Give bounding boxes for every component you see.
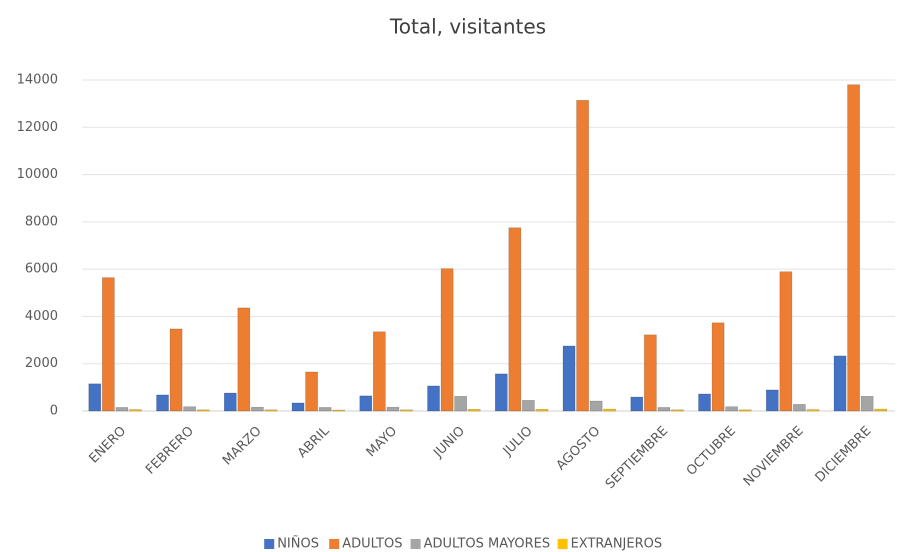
bar (318, 407, 332, 412)
legend-item: NIÑOS (264, 536, 319, 552)
bar (589, 400, 603, 412)
bar (765, 389, 779, 412)
y-tick-label: 2000 (25, 356, 58, 371)
bar (373, 331, 386, 412)
bar (603, 408, 617, 412)
bar (738, 409, 752, 412)
bar (237, 307, 251, 412)
bar (467, 409, 481, 412)
bar (806, 409, 820, 412)
legend-item: EXTRANJEROS (557, 537, 663, 552)
bar (223, 392, 237, 412)
legend-swatch (264, 539, 275, 549)
bar (793, 404, 806, 412)
x-tick-label: OCTUBRE (684, 424, 739, 479)
y-tick-label: 0 (50, 404, 58, 419)
x-tick-label: MAYO (364, 424, 400, 460)
bar (833, 355, 847, 412)
legend-swatch (410, 539, 421, 549)
bar (359, 395, 373, 412)
bar (196, 409, 210, 412)
y-tick-label: 8000 (25, 214, 58, 229)
bar (102, 277, 115, 412)
bar (779, 271, 793, 412)
bar (400, 409, 413, 412)
x-tick-label: FEBRERO (143, 424, 197, 478)
bar (156, 394, 169, 412)
bar (183, 406, 196, 412)
bar (522, 400, 535, 412)
bar (332, 409, 346, 412)
x-tick-label: AGOSTO (554, 424, 604, 474)
bar (129, 409, 142, 412)
bar (562, 345, 576, 412)
legend-swatch (557, 539, 568, 549)
bar (576, 100, 589, 412)
legend-label: ADULTOS MAYORES (424, 537, 550, 552)
bar (644, 334, 657, 412)
x-tick-label: ENERO (86, 424, 129, 467)
bar (698, 393, 711, 412)
legend-label: EXTRANJEROS (571, 537, 663, 552)
y-tick-label: 10000 (17, 167, 58, 182)
y-tick-label: 14000 (17, 73, 58, 88)
bar (630, 396, 644, 412)
chart-title: Total, visitantes (389, 15, 546, 39)
bar (508, 227, 522, 412)
x-tick-label: JULIO (500, 424, 536, 460)
bar (305, 371, 318, 412)
x-tick-label: JUNIO (430, 424, 468, 462)
bar (291, 402, 305, 412)
x-tick-label: NOVIEMBRE (741, 424, 807, 490)
bar (671, 409, 684, 412)
y-tick-label: 4000 (25, 309, 58, 324)
bar (251, 406, 264, 412)
x-tick-label: SEPTIEMBRE (603, 424, 671, 492)
bar (874, 408, 888, 412)
legend-swatch (329, 539, 340, 549)
bar (169, 328, 183, 412)
legend-label: NIÑOS (277, 536, 319, 552)
x-tick-label: DICIEMBRE (813, 424, 875, 486)
y-tick-label: 12000 (17, 120, 58, 135)
bar (454, 396, 467, 412)
bar (386, 406, 400, 412)
bar (535, 409, 549, 412)
bar (264, 409, 278, 412)
bar (88, 383, 102, 412)
bar (494, 373, 508, 412)
bar (657, 407, 671, 412)
bar (847, 84, 860, 412)
legend-label: ADULTOS (342, 537, 402, 552)
x-tick-label: ABRIL (295, 423, 333, 461)
legend-item: ADULTOS MAYORES (410, 537, 550, 552)
bar (725, 406, 738, 412)
bar (860, 396, 874, 412)
bar (711, 322, 725, 412)
legend-item: ADULTOS (329, 537, 402, 552)
bar (427, 385, 440, 412)
bar (440, 268, 454, 412)
x-tick-label: MARZO (220, 424, 265, 469)
y-tick-label: 6000 (25, 262, 58, 277)
bar (115, 407, 129, 412)
